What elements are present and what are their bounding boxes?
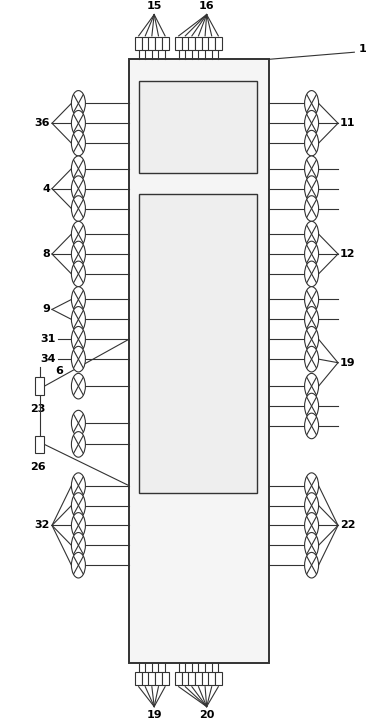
Text: 22: 22: [340, 521, 355, 531]
Circle shape: [305, 287, 319, 312]
Text: 32: 32: [35, 521, 50, 531]
Circle shape: [71, 533, 85, 558]
Bar: [35, 377, 44, 395]
Bar: [155, 672, 162, 685]
Text: 19: 19: [146, 710, 162, 720]
Text: 23: 23: [30, 404, 45, 414]
Bar: [208, 38, 215, 50]
Circle shape: [305, 393, 319, 419]
Circle shape: [71, 493, 85, 518]
Circle shape: [71, 176, 85, 202]
Circle shape: [305, 373, 319, 399]
Text: 16: 16: [199, 1, 215, 11]
Circle shape: [305, 493, 319, 518]
Bar: [188, 672, 195, 685]
Text: 26: 26: [30, 462, 45, 472]
Circle shape: [305, 413, 319, 439]
Bar: [155, 38, 162, 50]
Circle shape: [71, 513, 85, 538]
Text: 15: 15: [147, 1, 162, 11]
Bar: [135, 38, 142, 50]
Bar: [135, 672, 142, 685]
Bar: [142, 38, 149, 50]
Circle shape: [305, 221, 319, 247]
Circle shape: [71, 327, 85, 352]
Bar: [175, 672, 182, 685]
Circle shape: [71, 111, 85, 136]
Circle shape: [305, 176, 319, 202]
Text: 8: 8: [42, 249, 50, 259]
Circle shape: [305, 90, 319, 116]
Circle shape: [71, 130, 85, 156]
Circle shape: [71, 411, 85, 436]
Bar: [195, 38, 202, 50]
Circle shape: [305, 346, 319, 372]
Text: 11: 11: [340, 119, 355, 128]
Circle shape: [71, 552, 85, 578]
Circle shape: [71, 287, 85, 312]
Bar: [208, 672, 215, 685]
Circle shape: [305, 130, 319, 156]
Bar: [129, 59, 269, 663]
Bar: [139, 194, 257, 493]
Circle shape: [71, 196, 85, 221]
Circle shape: [71, 90, 85, 116]
Text: 12: 12: [340, 249, 355, 259]
Circle shape: [71, 221, 85, 247]
Circle shape: [71, 307, 85, 332]
Bar: [202, 38, 209, 50]
Text: 31: 31: [41, 334, 56, 344]
Bar: [161, 672, 168, 685]
Bar: [139, 81, 257, 173]
Circle shape: [305, 111, 319, 136]
Circle shape: [71, 373, 85, 399]
Circle shape: [305, 241, 319, 267]
Bar: [148, 672, 155, 685]
Bar: [148, 38, 155, 50]
Text: 19: 19: [340, 358, 356, 368]
Circle shape: [305, 156, 319, 181]
Bar: [202, 672, 209, 685]
Bar: [188, 38, 195, 50]
Circle shape: [305, 327, 319, 352]
Text: 6: 6: [55, 366, 63, 375]
Bar: [182, 672, 189, 685]
Bar: [142, 672, 149, 685]
Circle shape: [305, 513, 319, 538]
Bar: [35, 435, 44, 453]
Circle shape: [305, 261, 319, 287]
Circle shape: [71, 346, 85, 372]
Circle shape: [71, 241, 85, 267]
Bar: [215, 38, 222, 50]
Circle shape: [71, 432, 85, 457]
Bar: [215, 672, 222, 685]
Circle shape: [305, 196, 319, 221]
Circle shape: [71, 473, 85, 498]
Bar: [182, 38, 189, 50]
Circle shape: [305, 552, 319, 578]
Text: 36: 36: [35, 119, 50, 128]
Circle shape: [71, 261, 85, 287]
Circle shape: [305, 473, 319, 498]
Text: 34: 34: [41, 354, 56, 364]
Circle shape: [71, 156, 85, 181]
Bar: [195, 672, 202, 685]
Text: 20: 20: [199, 710, 215, 720]
Text: 9: 9: [42, 304, 50, 315]
Bar: [175, 38, 182, 50]
Text: 1: 1: [358, 43, 366, 54]
Circle shape: [305, 307, 319, 332]
Circle shape: [305, 533, 319, 558]
Text: 4: 4: [42, 184, 50, 194]
Bar: [161, 38, 168, 50]
